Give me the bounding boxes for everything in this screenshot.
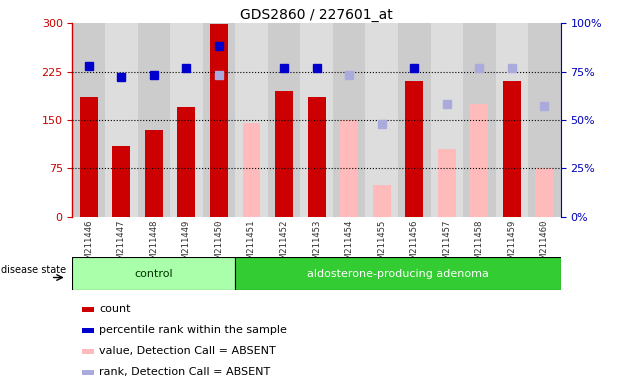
Bar xyxy=(333,23,365,217)
Bar xyxy=(307,98,326,217)
Bar xyxy=(503,81,521,217)
Text: value, Detection Call = ABSENT: value, Detection Call = ABSENT xyxy=(100,346,276,356)
Bar xyxy=(268,23,301,217)
Bar xyxy=(365,23,398,217)
Bar xyxy=(80,98,98,217)
Bar xyxy=(112,146,130,217)
Bar xyxy=(210,24,228,217)
Text: percentile rank within the sample: percentile rank within the sample xyxy=(100,325,287,335)
Bar xyxy=(82,328,94,333)
Bar xyxy=(496,23,528,217)
Bar xyxy=(72,23,105,217)
Bar xyxy=(536,169,553,217)
Bar xyxy=(178,107,195,217)
Bar xyxy=(430,23,463,217)
Text: disease state: disease state xyxy=(1,265,67,275)
Title: GDS2860 / 227601_at: GDS2860 / 227601_at xyxy=(240,8,393,22)
Bar xyxy=(235,23,268,217)
Bar xyxy=(105,23,137,217)
Bar xyxy=(82,307,94,312)
Bar xyxy=(438,149,455,217)
Text: count: count xyxy=(100,304,131,314)
Text: aldosterone-producing adenoma: aldosterone-producing adenoma xyxy=(307,268,489,279)
Bar xyxy=(471,104,488,217)
Bar xyxy=(170,23,203,217)
Text: rank, Detection Call = ABSENT: rank, Detection Call = ABSENT xyxy=(100,367,270,377)
Bar xyxy=(82,349,94,354)
Bar xyxy=(145,130,163,217)
Bar xyxy=(275,91,293,217)
Bar xyxy=(340,120,358,217)
Bar xyxy=(463,23,496,217)
Bar xyxy=(82,370,94,374)
Bar xyxy=(373,185,391,217)
Bar xyxy=(398,23,430,217)
Bar xyxy=(301,23,333,217)
Bar xyxy=(405,81,423,217)
Bar xyxy=(137,23,170,217)
Text: control: control xyxy=(135,268,173,279)
Bar xyxy=(72,257,235,290)
Bar xyxy=(235,257,561,290)
Bar xyxy=(243,123,260,217)
Bar xyxy=(203,23,235,217)
Bar xyxy=(528,23,561,217)
